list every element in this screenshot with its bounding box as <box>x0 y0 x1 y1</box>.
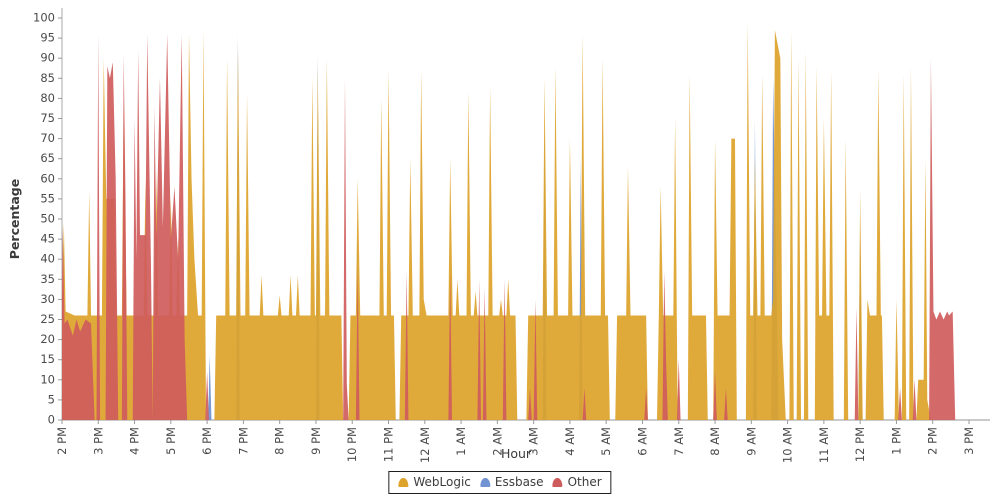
x-tick-label: 10 AM <box>781 427 795 463</box>
x-tick-label: 9 PM <box>309 427 323 455</box>
y-tick-label: 90 <box>40 51 55 65</box>
x-tick-label: 7 AM <box>672 427 686 456</box>
x-tick-label: 8 AM <box>708 427 722 456</box>
legend-label: Other <box>567 475 602 489</box>
x-tick-label: 12 AM <box>418 427 432 463</box>
y-tick-label: 100 <box>33 11 55 25</box>
y-tick-label: 5 <box>48 392 55 406</box>
y-tick-label: 95 <box>40 31 55 45</box>
y-tick-label: 70 <box>40 131 55 145</box>
x-tick-label: 10 PM <box>345 427 359 462</box>
x-tick-label: 3 PM <box>91 427 105 455</box>
legend-item-weblogic[interactable]: WebLogic <box>398 475 471 489</box>
x-tick-label: 4 PM <box>128 427 142 455</box>
series-area-weblogic <box>62 22 969 421</box>
y-tick-label: 60 <box>40 171 55 185</box>
y-tick-label: 65 <box>40 151 55 165</box>
x-tick-label: 6 PM <box>200 427 214 455</box>
y-tick-label: 45 <box>40 232 55 246</box>
x-tick-label: 5 AM <box>599 427 613 456</box>
x-tick-label: 8 PM <box>273 427 287 455</box>
y-tick-label: 10 <box>40 372 55 386</box>
x-tick-label: 2 PM <box>926 427 940 455</box>
y-tick-label: 35 <box>40 272 55 286</box>
legend-item-essbase[interactable]: Essbase <box>479 475 544 489</box>
y-tick-label: 15 <box>40 352 55 366</box>
x-tick-label: 9 AM <box>744 427 758 456</box>
chart-legend: WebLogic Essbase Other <box>388 471 612 494</box>
x-tick-label: 6 AM <box>635 427 649 456</box>
x-tick-label: 12 PM <box>853 427 867 462</box>
legend-item-other[interactable]: Other <box>552 475 602 489</box>
y-tick-label: 55 <box>40 191 55 205</box>
x-tick-label: 7 PM <box>236 427 250 455</box>
x-tick-label: 1 PM <box>889 427 903 455</box>
x-tick-label: 2 PM <box>55 427 69 455</box>
legend-marker-area-icon <box>552 477 563 487</box>
y-tick-label: 85 <box>40 71 55 85</box>
legend-marker-area-icon <box>479 477 490 487</box>
legend-marker-area-icon <box>398 477 409 487</box>
x-tick-label: 5 PM <box>164 427 178 455</box>
x-tick-label: 1 AM <box>454 427 468 456</box>
legend-label: Essbase <box>494 475 544 489</box>
y-tick-label: 50 <box>40 212 55 226</box>
y-tick-label: 80 <box>40 91 55 105</box>
chart-series <box>62 22 969 421</box>
x-tick-label: 3 AM <box>527 427 541 456</box>
y-tick-label: 30 <box>40 292 55 306</box>
x-tick-label: 11 PM <box>382 427 396 462</box>
x-tick-label: 11 AM <box>817 427 831 463</box>
x-tick-label: 4 AM <box>563 427 577 456</box>
y-axis-title: Percentage <box>7 179 22 259</box>
legend-label: WebLogic <box>413 475 471 489</box>
axes: 0 5 10 15 20 25 30 35 40 45 50 55 60 65 70 75 80 85 90 95 10… <box>33 8 990 463</box>
y-tick-label: 0 <box>48 413 55 427</box>
x-axis-title: Hour <box>501 446 532 461</box>
y-tick-label: 40 <box>40 252 55 266</box>
y-tick-label: 20 <box>40 332 55 346</box>
y-tick-label: 25 <box>40 312 55 326</box>
x-tick-label: 3 PM <box>962 427 976 455</box>
y-tick-label: 75 <box>40 111 55 125</box>
x-tick-label: 2 AM <box>490 427 504 456</box>
